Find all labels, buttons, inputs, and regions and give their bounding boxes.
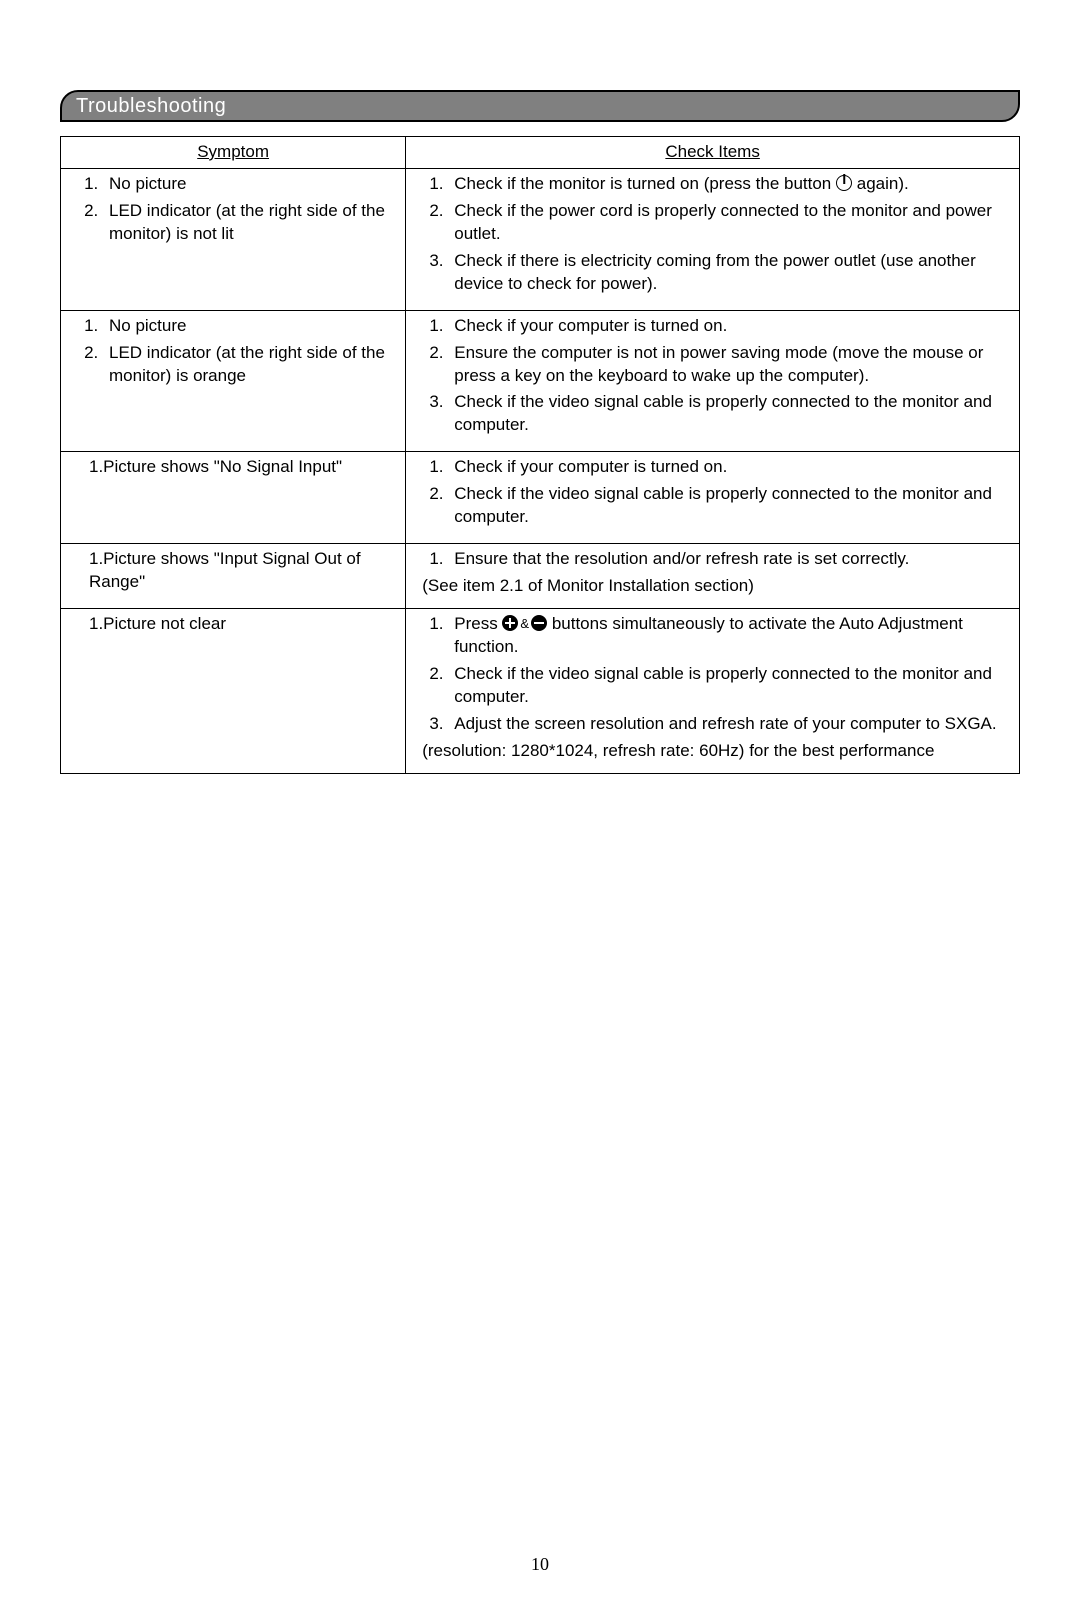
symptom-cell: No picture LED indicator (at the right s… <box>61 310 406 452</box>
symptom-item: No picture <box>103 173 397 196</box>
check-item: Check if the video signal cable is prope… <box>448 663 1011 709</box>
check-item: Check if your computer is turned on. <box>448 315 1011 338</box>
symptom-cell: 1.Picture shows "Input Signal Out of Ran… <box>61 544 406 609</box>
table-header-row: Symptom Check Items <box>61 137 1020 169</box>
check-item: Ensure that the resolution and/or refres… <box>448 548 1011 571</box>
symptom-list: No picture LED indicator (at the right s… <box>69 315 397 388</box>
symptom-cell: 1.Picture not clear <box>61 609 406 774</box>
check-cell: Check if the monitor is turned on (press… <box>406 168 1020 310</box>
table-row: 1.Picture shows "No Signal Input" Check … <box>61 452 1020 544</box>
symptom-item: No picture <box>103 315 397 338</box>
header-symptom: Symptom <box>61 137 406 169</box>
check-list: Check if your computer is turned on. Che… <box>414 456 1011 529</box>
page-container: Troubleshooting Symptom Check Items No p… <box>0 0 1080 1615</box>
check-item: Check if there is electricity coming fro… <box>448 250 1011 296</box>
symptom-item: 1.Picture not clear <box>69 613 397 636</box>
ampersand: & <box>518 616 531 631</box>
table-row: 1.Picture shows "Input Signal Out of Ran… <box>61 544 1020 609</box>
symptom-item: 1.Picture shows "No Signal Input" <box>69 456 397 479</box>
page-number: 10 <box>60 1554 1020 1575</box>
troubleshooting-table: Symptom Check Items No picture LED indic… <box>60 136 1020 774</box>
check-item: Check if the power cord is properly conn… <box>448 200 1011 246</box>
symptom-item: LED indicator (at the right side of the … <box>103 342 397 388</box>
check-note: (resolution: 1280*1024, refresh rate: 60… <box>422 740 1011 763</box>
symptom-item: 1.Picture shows "Input Signal Out of Ran… <box>69 548 397 594</box>
check-list: Check if the monitor is turned on (press… <box>414 173 1011 296</box>
header-check: Check Items <box>406 137 1020 169</box>
plus-icon <box>502 615 518 631</box>
check-item: Check if the monitor is turned on (press… <box>448 173 1011 196</box>
check-cell: Ensure that the resolution and/or refres… <box>406 544 1020 609</box>
check-item: Check if your computer is turned on. <box>448 456 1011 479</box>
table-row: No picture LED indicator (at the right s… <box>61 168 1020 310</box>
table-row: 1.Picture not clear Press & buttons simu… <box>61 609 1020 774</box>
symptom-cell: No picture LED indicator (at the right s… <box>61 168 406 310</box>
check-cell: Check if your computer is turned on. Che… <box>406 452 1020 544</box>
check-cell: Press & buttons simultaneously to activa… <box>406 609 1020 774</box>
check-cell: Check if your computer is turned on. Ens… <box>406 310 1020 452</box>
power-icon <box>836 175 852 191</box>
section-title-bar: Troubleshooting <box>60 90 1020 122</box>
check-item: Check if the video signal cable is prope… <box>448 391 1011 437</box>
check-item: Ensure the computer is not in power savi… <box>448 342 1011 388</box>
check-list: Check if your computer is turned on. Ens… <box>414 315 1011 438</box>
check-text-pre: Press <box>454 614 502 633</box>
check-list: Press & buttons simultaneously to activa… <box>414 613 1011 736</box>
symptom-cell: 1.Picture shows "No Signal Input" <box>61 452 406 544</box>
check-item: Press & buttons simultaneously to activa… <box>448 613 1011 659</box>
check-list: Ensure that the resolution and/or refres… <box>414 548 1011 571</box>
check-note: (See item 2.1 of Monitor Installation se… <box>422 575 1011 598</box>
table-row: No picture LED indicator (at the right s… <box>61 310 1020 452</box>
symptom-item: LED indicator (at the right side of the … <box>103 200 397 246</box>
symptom-list: No picture LED indicator (at the right s… <box>69 173 397 246</box>
check-item: Check if the video signal cable is prope… <box>448 483 1011 529</box>
check-text-pre: Check if the monitor is turned on (press… <box>454 174 836 193</box>
check-text-post: again). <box>857 174 909 193</box>
section-title: Troubleshooting <box>76 95 226 118</box>
check-item: Adjust the screen resolution and refresh… <box>448 713 1011 736</box>
minus-icon <box>531 615 547 631</box>
